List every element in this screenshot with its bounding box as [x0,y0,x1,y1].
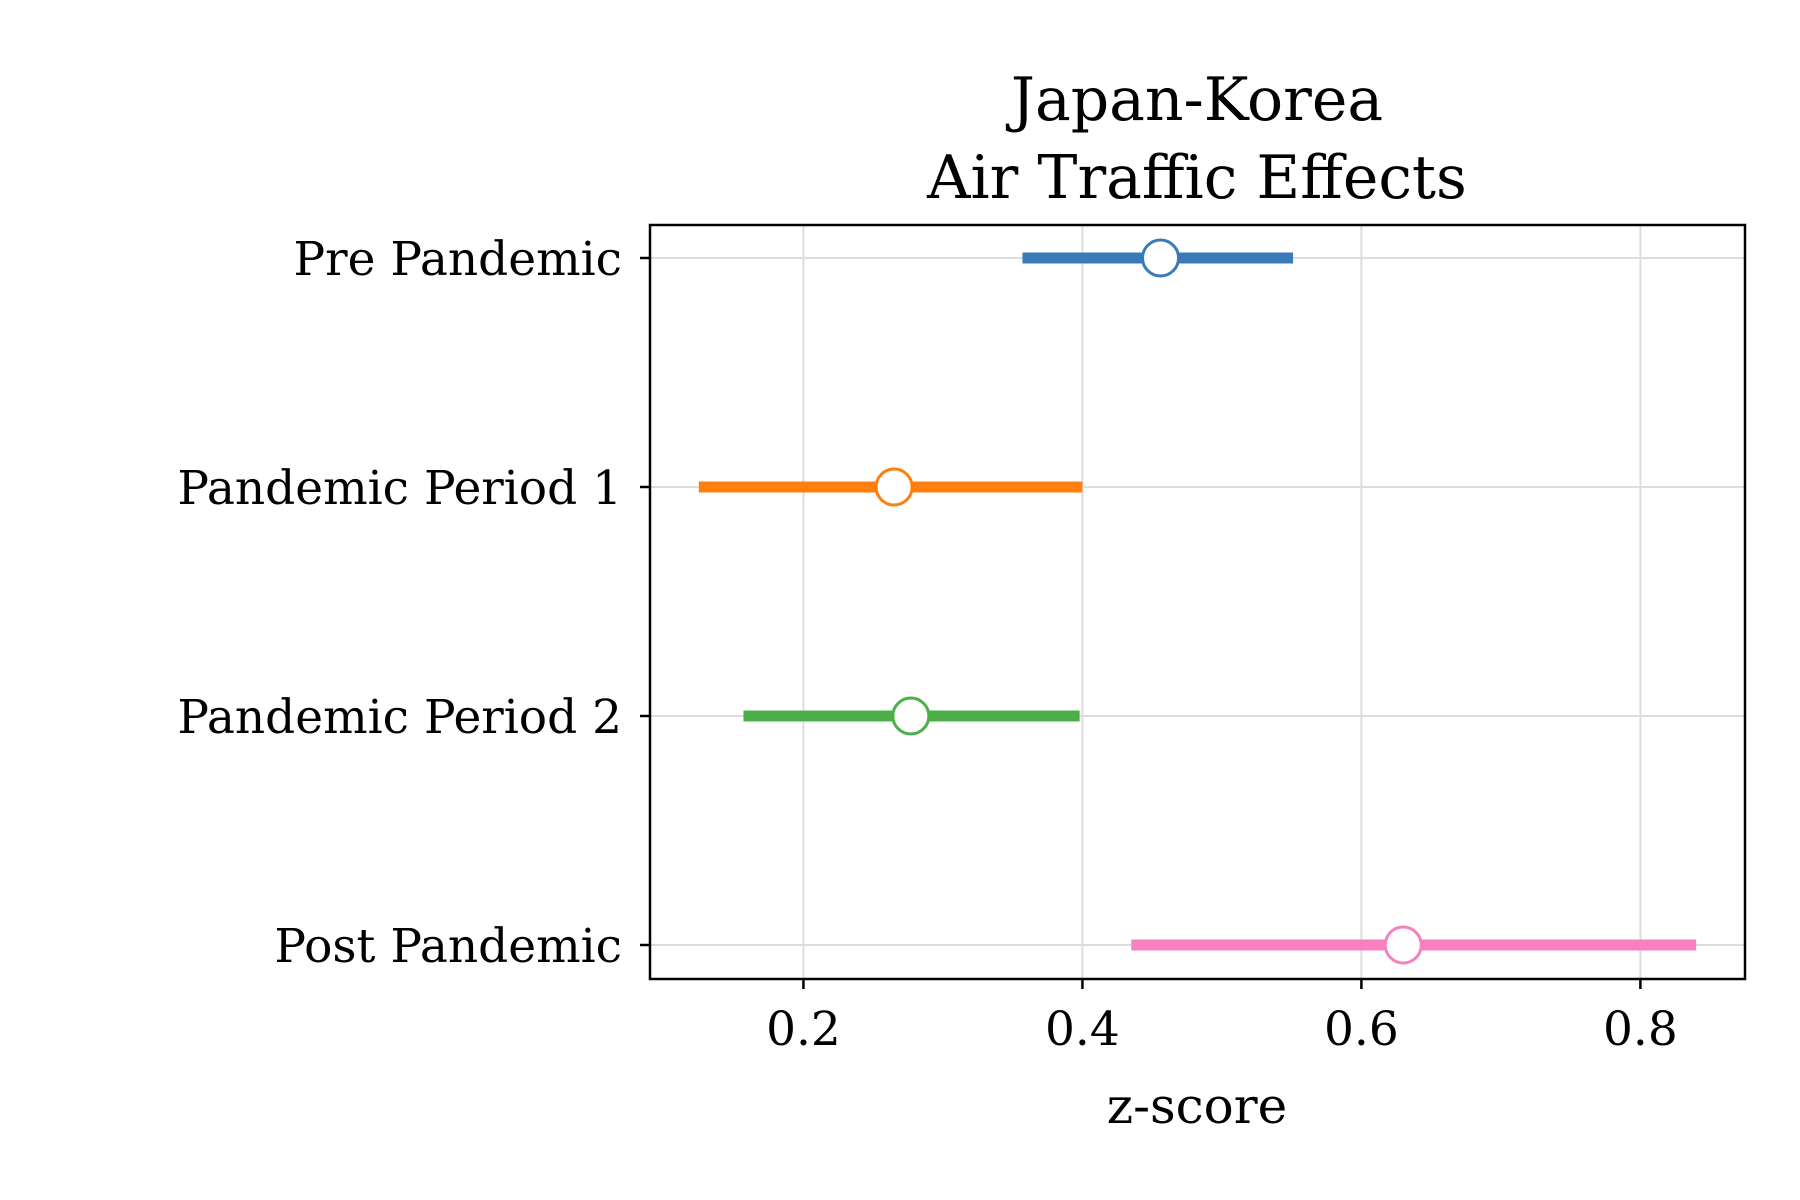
x-tick-label: 0.8 [1603,1002,1678,1057]
x-axis-label: z-score [1107,1077,1288,1135]
y-tick-label: Pandemic Period 2 [177,690,622,745]
chart-title-line-1: Japan-Korea [1005,65,1383,135]
chart-title-line-2: Air Traffic Effects [926,143,1467,213]
x-tick-label: 0.2 [766,1002,841,1057]
point-estimate-marker [874,467,914,507]
point-estimate-marker [891,696,931,736]
y-tick-label: Pre Pandemic [294,232,622,287]
x-tick-label: 0.6 [1324,1002,1399,1057]
y-axis-ticks: Pre Pandemic Pandemic Period 1 Pandemic Pe… [177,232,650,974]
y-tick-label: Post Pandemic [274,919,622,974]
plot-area-frame [648,223,1747,981]
x-tick-label: 0.4 [1045,1002,1120,1057]
point-estimate-marker [1383,925,1423,965]
point-estimates [874,238,1423,965]
point-estimate-marker [1141,238,1181,278]
y-tick-label: Pandemic Period 1 [177,461,622,516]
x-axis-ticks: 0.2 0.4 0.6 0.8 [766,979,1678,1057]
